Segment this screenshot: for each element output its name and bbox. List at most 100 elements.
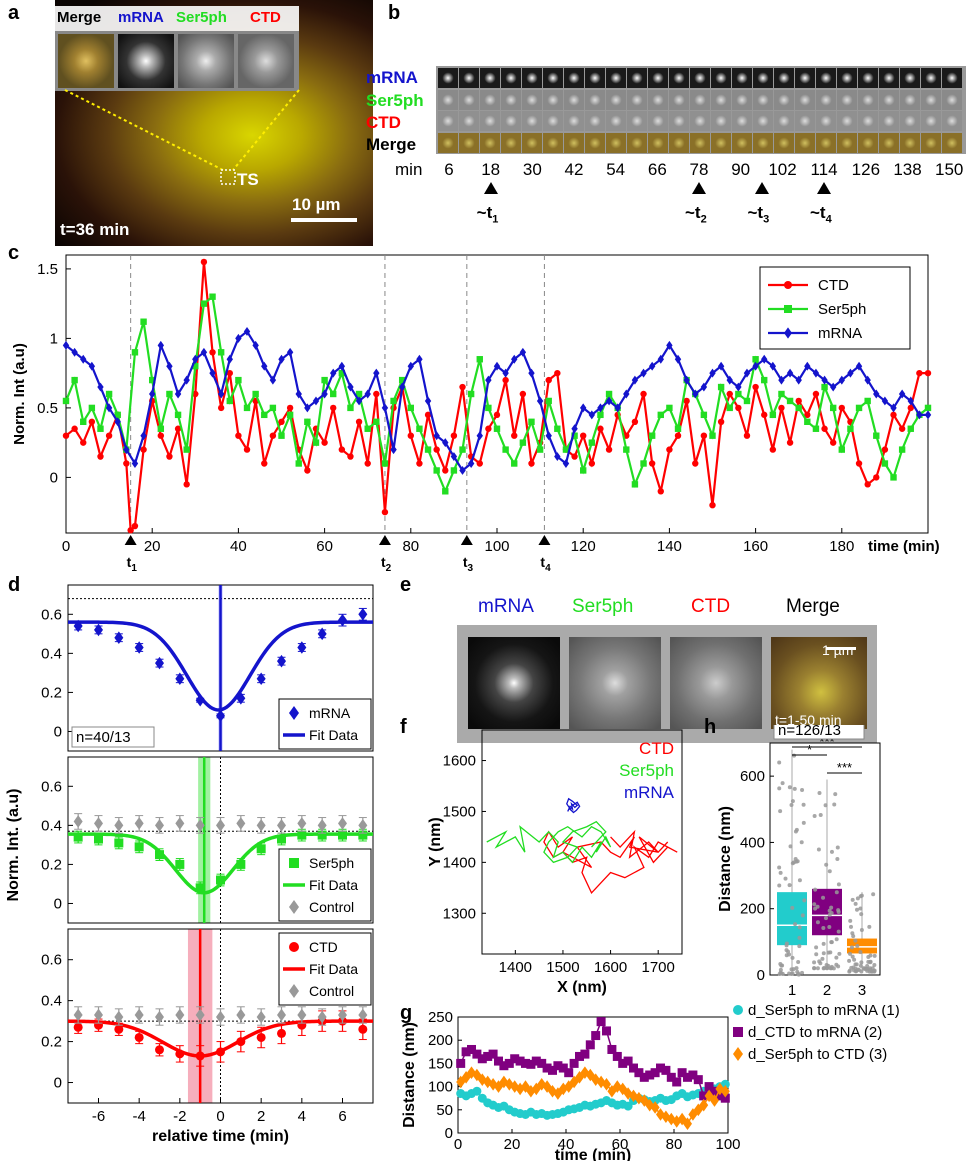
- data-point: [640, 460, 647, 467]
- data-point: [666, 446, 673, 453]
- data-point: [683, 375, 690, 385]
- data-point: [832, 802, 837, 807]
- data-point: [852, 957, 857, 962]
- y-tick-label: 0.4: [41, 645, 62, 662]
- data-point: [790, 971, 795, 976]
- data-point: [813, 906, 818, 911]
- kymo-tile: [459, 68, 479, 88]
- data-point: [134, 1008, 144, 1022]
- kymo-tile: [480, 111, 500, 131]
- kymo-tile: [816, 89, 836, 110]
- data-point: [433, 467, 440, 474]
- legend-label: CTD: [818, 277, 849, 294]
- y-axis-title: Norm. Int. (a.u): [5, 789, 22, 902]
- annotation-box: [773, 725, 865, 740]
- data-point: [216, 819, 225, 832]
- data-point: [597, 425, 604, 432]
- data-point: [493, 425, 501, 432]
- data-point: [631, 418, 639, 425]
- data-point: [209, 293, 216, 300]
- data-point: [847, 969, 852, 974]
- data-point: [442, 467, 449, 474]
- data-point: [907, 396, 914, 406]
- data-point: [817, 790, 822, 795]
- kymo-tile: [606, 89, 626, 110]
- data-point: [726, 375, 733, 385]
- inset-label-merge: Merge: [57, 9, 102, 26]
- kymo-time-label: 42: [564, 160, 584, 179]
- x-tick-label: 4: [298, 1108, 306, 1125]
- y-tick-label: 0.2: [41, 684, 62, 701]
- data-point: [800, 970, 805, 975]
- data-point: [580, 1049, 590, 1059]
- data-point: [236, 859, 246, 869]
- data-point: [256, 672, 266, 686]
- data-point: [536, 396, 544, 406]
- data-point: [256, 844, 266, 854]
- data-point: [261, 460, 268, 467]
- data-point: [699, 1098, 709, 1112]
- data-point: [569, 1058, 579, 1068]
- data-point: [571, 432, 578, 439]
- kymo-tile: [627, 68, 647, 88]
- data-point: [416, 460, 423, 467]
- kymo-tile: [879, 68, 899, 88]
- data-point: [157, 432, 165, 439]
- y-tick-label: 1600: [443, 753, 476, 770]
- data-point: [657, 411, 664, 419]
- kymo-tile: [774, 132, 794, 153]
- data-point: [200, 347, 208, 357]
- data-point: [677, 1068, 687, 1078]
- x-tick-label: 1500: [546, 959, 579, 976]
- data-point: [347, 404, 354, 412]
- data-point: [867, 924, 872, 929]
- data-point: [836, 882, 841, 887]
- data-point: [792, 753, 797, 758]
- kymo-time-label: 78: [689, 160, 709, 179]
- data-point: [278, 432, 285, 439]
- data-point: [752, 383, 759, 391]
- data-point: [515, 1056, 525, 1066]
- data-point: [720, 1079, 730, 1089]
- data-point: [916, 410, 923, 420]
- data-point: [881, 446, 889, 453]
- legend-marker: [784, 327, 792, 339]
- kymo-time-label: 102: [768, 160, 797, 179]
- event-label: t2: [381, 554, 392, 574]
- data-point: [693, 1103, 703, 1117]
- kymo-time-label: 18: [481, 160, 501, 179]
- data-point: [459, 465, 466, 475]
- data-point: [881, 396, 889, 406]
- data-point: [795, 397, 802, 405]
- legend-label: mRNA: [818, 325, 862, 342]
- data-point: [140, 446, 147, 453]
- plot-frame: [481, 729, 683, 955]
- data-point: [596, 1017, 606, 1027]
- data-point: [661, 1065, 671, 1075]
- kymo-tile: [837, 111, 857, 131]
- data-point: [528, 418, 535, 425]
- data-point: [855, 907, 860, 912]
- data-point: [850, 931, 855, 936]
- data-point: [216, 1010, 225, 1024]
- inset-ctd: [238, 34, 294, 88]
- data-point: [704, 1082, 714, 1092]
- data-point: [607, 1044, 617, 1054]
- data-point: [864, 397, 871, 405]
- x-axis-title: time (min): [868, 538, 940, 555]
- kymo-tile: [732, 89, 752, 110]
- data-point: [715, 1082, 725, 1096]
- data-point: [666, 1072, 676, 1082]
- e-scale-bar: [826, 647, 856, 650]
- kymo-tile: [543, 89, 563, 110]
- data-point: [795, 375, 802, 385]
- data-point: [317, 1010, 327, 1024]
- kymo-tile: [711, 111, 731, 131]
- inset-strip: [55, 31, 299, 91]
- data-point: [286, 411, 294, 419]
- data-point: [752, 356, 759, 363]
- data-point: [786, 439, 794, 446]
- data-point: [114, 417, 121, 427]
- data-point: [769, 411, 777, 419]
